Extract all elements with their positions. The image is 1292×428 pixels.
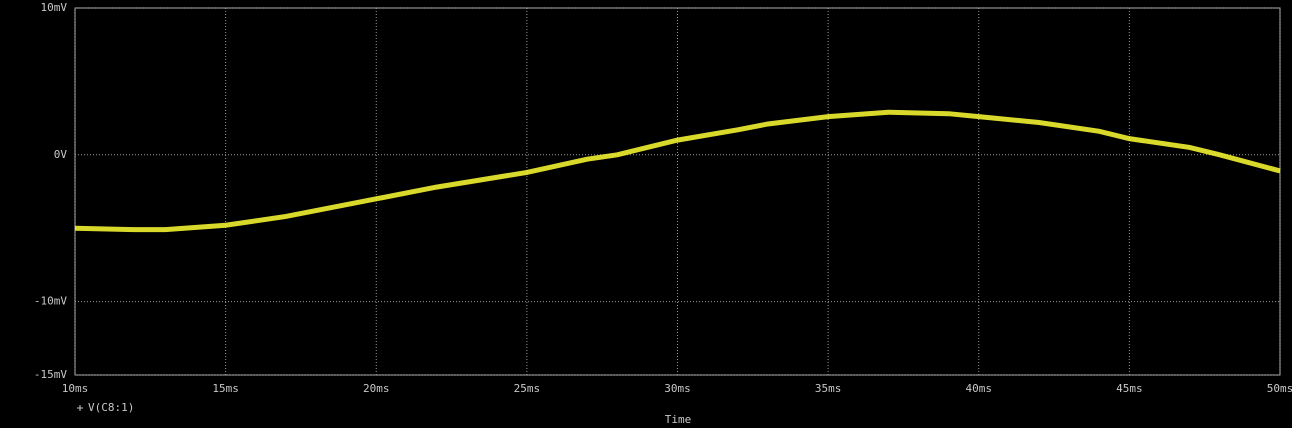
trace: [74, 109, 1281, 233]
x-tick-label: 35ms: [815, 382, 842, 395]
x-tick-label: 30ms: [664, 382, 691, 395]
y-tick-label: -15mV: [34, 368, 67, 381]
x-tick-label: 25ms: [514, 382, 541, 395]
x-axis-label: Time: [665, 413, 692, 426]
x-tick-label: 10ms: [62, 382, 89, 395]
x-tick-label: 40ms: [966, 382, 993, 395]
y-tick-label: 10mV: [41, 1, 68, 14]
x-tick-label: 50ms: [1267, 382, 1292, 395]
x-tick-label: 20ms: [363, 382, 390, 395]
y-tick-label: 0V: [54, 148, 68, 161]
x-tick-label: 15ms: [212, 382, 239, 395]
x-tick-label: 45ms: [1116, 382, 1143, 395]
legend-label: V(C8:1): [88, 401, 134, 414]
y-tick-label: -10mV: [34, 295, 67, 308]
legend-marker: [77, 405, 83, 411]
